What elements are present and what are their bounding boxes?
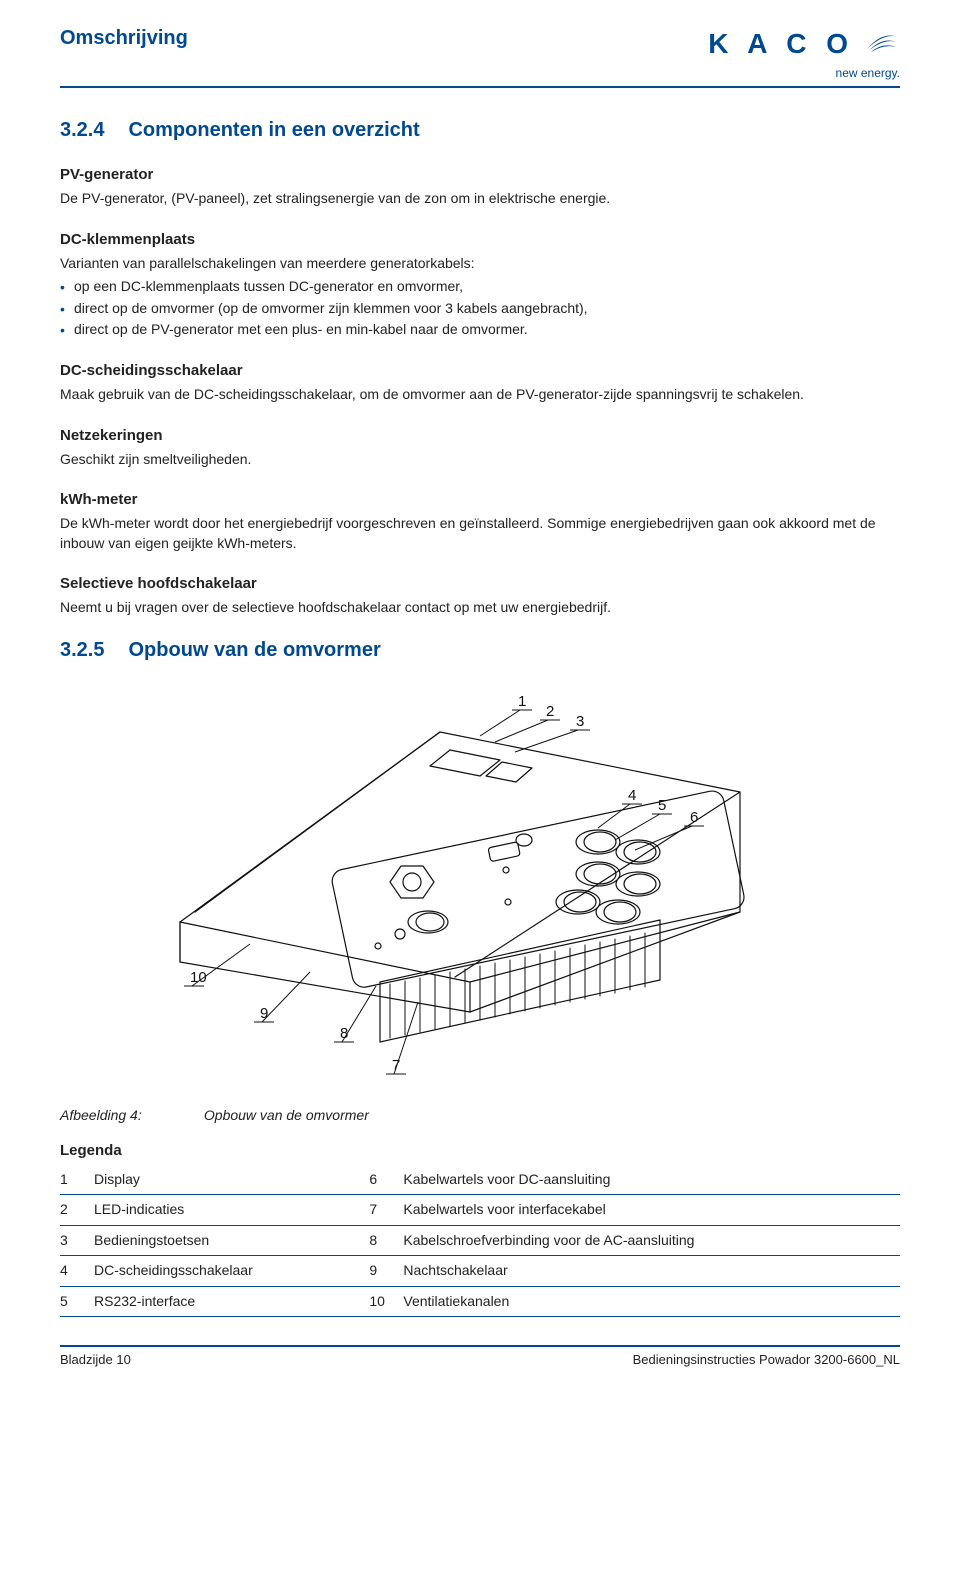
legend-num: 2 (60, 1195, 94, 1226)
table-row: 3Bedieningstoetsen8Kabelschroefverbindin… (60, 1225, 900, 1256)
block-netzekeringen: Netzekeringen Geschikt zijn smeltveiligh… (60, 425, 900, 470)
list-item: op een DC-klemmenplaats tussen DC-genera… (60, 277, 900, 297)
brand-logo: K A C O new energy. (708, 24, 900, 82)
section-325-number: 3.2.5 (60, 636, 104, 664)
block-dc-klemmenplaats: DC-klemmenplaats Varianten van parallels… (60, 229, 900, 340)
section-325-heading: 3.2.5 Opbouw van de omvormer (60, 636, 900, 664)
block-kwh-meter: kWh-meter De kWh-meter wordt door het en… (60, 489, 900, 553)
block-selectieve-hoofdschakelaar: Selectieve hoofdschakelaar Neemt u bij v… (60, 573, 900, 618)
callout-number: 9 (260, 1005, 268, 1022)
block-pv-generator: PV-generator De PV-generator, (PV-paneel… (60, 164, 900, 209)
body-text: De PV-generator, (PV-paneel), zet strali… (60, 189, 900, 209)
bullet-list: op een DC-klemmenplaats tussen DC-genera… (60, 277, 900, 340)
legend-num: 4 (60, 1256, 94, 1287)
list-item: direct op de omvormer (op de omvormer zi… (60, 299, 900, 319)
legend-num: 9 (369, 1256, 403, 1287)
section-325-title: Opbouw van de omvormer (128, 639, 380, 661)
table-row: 5RS232-interface10Ventilatiekanalen (60, 1286, 900, 1317)
page-title: Omschrijving (60, 24, 188, 52)
callout-number: 4 (628, 787, 636, 804)
legend-num: 8 (369, 1225, 403, 1256)
figure-label: Afbeelding 4: (60, 1106, 200, 1126)
legend-heading: Legenda (60, 1140, 900, 1161)
legend-text: LED-indicaties (94, 1195, 369, 1226)
legend-num: 6 (369, 1165, 403, 1195)
section-324-heading: 3.2.4 Componenten in een overzicht (60, 116, 900, 144)
figure-opbouw: 1 2 3 4 5 6 7 8 9 10 Afbeelding 4: Opbouw van de … (60, 682, 900, 1126)
legend-text: Ventilatiekanalen (403, 1286, 900, 1317)
brand-swirl-icon (864, 28, 900, 60)
footer-right: Bedieningsinstructies Powador 3200-6600_… (633, 1351, 900, 1369)
callout-number: 6 (690, 809, 698, 826)
legend-text: Kabelwartels voor DC-aansluiting (403, 1165, 900, 1195)
callout-number: 3 (576, 713, 584, 730)
figure-svg: 1 2 3 4 5 6 7 8 9 10 (100, 682, 860, 1102)
body-text: Varianten van parallelschakelingen van m… (60, 254, 900, 274)
body-text: Maak gebruik van de DC-scheidingsschakel… (60, 385, 900, 405)
list-item: direct op de PV-generator met een plus- … (60, 320, 900, 340)
term: PV-generator (60, 164, 900, 185)
legend-text: Nachtschakelaar (403, 1256, 900, 1287)
body-text: Geschikt zijn smeltveiligheden. (60, 450, 900, 470)
callout-number: 2 (546, 703, 554, 720)
legend-num: 5 (60, 1286, 94, 1317)
legend-table: 1Display6Kabelwartels voor DC-aansluitin… (60, 1165, 900, 1318)
brand-tagline: new energy. (708, 65, 900, 82)
figure-caption: Opbouw van de omvormer (204, 1107, 369, 1123)
legend-num: 1 (60, 1165, 94, 1195)
legend-text: Kabelschroefverbinding voor de AC-aanslu… (403, 1225, 900, 1256)
legend-text: Display (94, 1165, 369, 1195)
term: kWh-meter (60, 489, 900, 510)
term: DC-scheidingsschakelaar (60, 360, 900, 381)
table-row: 1Display6Kabelwartels voor DC-aansluitin… (60, 1165, 900, 1195)
callout-number: 7 (392, 1057, 400, 1074)
table-row: 4DC-scheidingsschakelaar9Nachtschakelaar (60, 1256, 900, 1287)
block-dc-scheidingsschakelaar: DC-scheidingsschakelaar Maak gebruik van… (60, 360, 900, 405)
callout-number: 5 (658, 797, 666, 814)
legend-text: Kabelwartels voor interfacekabel (403, 1195, 900, 1226)
legend-num: 3 (60, 1225, 94, 1256)
callout-number: 1 (518, 693, 526, 710)
footer-left: Bladzijde 10 (60, 1351, 131, 1369)
legend-text: DC-scheidingsschakelaar (94, 1256, 369, 1287)
table-row: 2LED-indicaties7Kabelwartels voor interf… (60, 1195, 900, 1226)
page-footer: Bladzijde 10 Bedieningsinstructies Powad… (60, 1345, 900, 1369)
page-header: Omschrijving K A C O new energy. (60, 24, 900, 88)
brand-name: K A C O (708, 24, 854, 63)
body-text: Neemt u bij vragen over de selectieve ho… (60, 598, 900, 618)
legend-text: RS232-interface (94, 1286, 369, 1317)
callout-number: 10 (190, 969, 207, 986)
term: DC-klemmenplaats (60, 229, 900, 250)
term: Netzekeringen (60, 425, 900, 446)
legend-text: Bedieningstoetsen (94, 1225, 369, 1256)
legend-num: 7 (369, 1195, 403, 1226)
body-text: De kWh-meter wordt door het energiebedri… (60, 514, 900, 553)
legend-num: 10 (369, 1286, 403, 1317)
term: Selectieve hoofdschakelaar (60, 573, 900, 594)
callout-number: 8 (340, 1025, 348, 1042)
section-324-number: 3.2.4 (60, 116, 104, 144)
section-324-title: Componenten in een overzicht (128, 119, 419, 141)
